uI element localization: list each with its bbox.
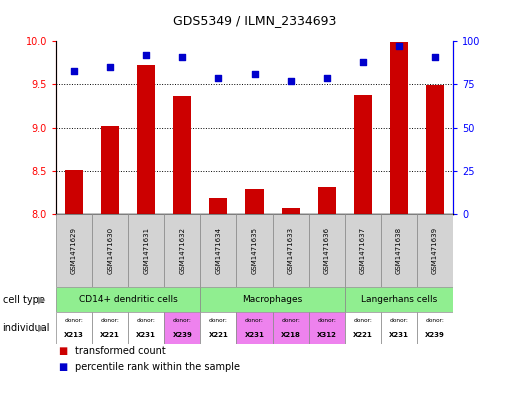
Text: X221: X221 — [100, 332, 120, 338]
Text: ■: ■ — [59, 346, 68, 356]
Text: X221: X221 — [209, 332, 228, 338]
Bar — [128, 214, 164, 287]
Point — [70, 68, 78, 74]
Text: GSM1471638: GSM1471638 — [396, 227, 402, 274]
Bar — [173, 96, 191, 214]
Text: Langerhans cells: Langerhans cells — [361, 295, 437, 304]
Text: donor:: donor: — [317, 318, 336, 323]
Text: GSM1471634: GSM1471634 — [215, 227, 221, 274]
Bar — [345, 312, 381, 344]
Bar — [354, 95, 372, 214]
Text: donor:: donor: — [389, 318, 408, 323]
Bar — [209, 198, 228, 214]
Point — [214, 74, 222, 81]
Text: GSM1471632: GSM1471632 — [179, 227, 185, 274]
Bar — [56, 312, 92, 344]
Point — [287, 78, 295, 84]
Text: donor:: donor: — [101, 318, 120, 323]
Bar — [128, 312, 164, 344]
Text: donor:: donor: — [353, 318, 372, 323]
Text: donor:: donor: — [137, 318, 156, 323]
Bar — [417, 312, 453, 344]
Bar — [308, 214, 345, 287]
Text: GSM1471639: GSM1471639 — [432, 227, 438, 274]
Bar — [65, 170, 83, 214]
Bar — [56, 287, 201, 312]
Text: X213: X213 — [64, 332, 84, 338]
Point — [142, 52, 150, 58]
Text: transformed count: transformed count — [75, 346, 166, 356]
Text: X221: X221 — [353, 332, 373, 338]
Text: GSM1471637: GSM1471637 — [360, 227, 366, 274]
Point — [359, 59, 367, 65]
Bar — [308, 312, 345, 344]
Text: GSM1471635: GSM1471635 — [251, 227, 258, 274]
Text: donor:: donor: — [281, 318, 300, 323]
Text: X231: X231 — [389, 332, 409, 338]
Bar — [56, 214, 92, 287]
Text: GSM1471630: GSM1471630 — [107, 227, 113, 274]
Text: donor:: donor: — [209, 318, 228, 323]
Bar — [237, 214, 272, 287]
Point — [395, 43, 403, 50]
Point — [250, 71, 259, 77]
Text: GSM1471636: GSM1471636 — [324, 227, 330, 274]
Point — [431, 54, 439, 60]
Bar — [237, 312, 272, 344]
Text: GSM1471631: GSM1471631 — [143, 227, 149, 274]
Text: X239: X239 — [425, 332, 445, 338]
Text: donor:: donor: — [245, 318, 264, 323]
Bar — [245, 189, 264, 214]
Bar — [92, 214, 128, 287]
Text: cell type: cell type — [3, 295, 44, 305]
Bar — [101, 126, 119, 214]
Text: GDS5349 / ILMN_2334693: GDS5349 / ILMN_2334693 — [173, 14, 336, 27]
Text: X312: X312 — [317, 332, 336, 338]
Bar — [272, 214, 308, 287]
Text: donor:: donor: — [426, 318, 444, 323]
Text: X231: X231 — [244, 332, 265, 338]
Bar — [318, 187, 336, 214]
Bar — [345, 214, 381, 287]
Text: donor:: donor: — [65, 318, 83, 323]
Bar — [381, 214, 417, 287]
Bar — [92, 312, 128, 344]
Bar — [390, 42, 408, 214]
Text: CD14+ dendritic cells: CD14+ dendritic cells — [79, 295, 178, 304]
Text: ■: ■ — [59, 362, 68, 372]
Point — [323, 74, 331, 81]
Text: Macrophages: Macrophages — [242, 295, 303, 304]
Text: ▶: ▶ — [38, 295, 46, 305]
Bar — [417, 214, 453, 287]
Text: donor:: donor: — [173, 318, 192, 323]
Bar — [201, 287, 345, 312]
Bar — [164, 312, 201, 344]
Bar — [201, 312, 237, 344]
Text: X218: X218 — [280, 332, 300, 338]
Bar — [345, 287, 453, 312]
Point — [178, 54, 186, 60]
Text: X231: X231 — [136, 332, 156, 338]
Text: GSM1471629: GSM1471629 — [71, 227, 77, 274]
Bar — [164, 214, 201, 287]
Bar — [381, 312, 417, 344]
Bar — [272, 312, 308, 344]
Point — [106, 64, 114, 70]
Text: GSM1471633: GSM1471633 — [288, 227, 294, 274]
Text: X239: X239 — [173, 332, 192, 338]
Bar — [281, 208, 300, 214]
Text: ▶: ▶ — [38, 323, 46, 333]
Bar — [201, 214, 237, 287]
Text: percentile rank within the sample: percentile rank within the sample — [75, 362, 240, 372]
Bar — [426, 85, 444, 214]
Bar — [137, 66, 155, 214]
Text: individual: individual — [3, 323, 50, 333]
